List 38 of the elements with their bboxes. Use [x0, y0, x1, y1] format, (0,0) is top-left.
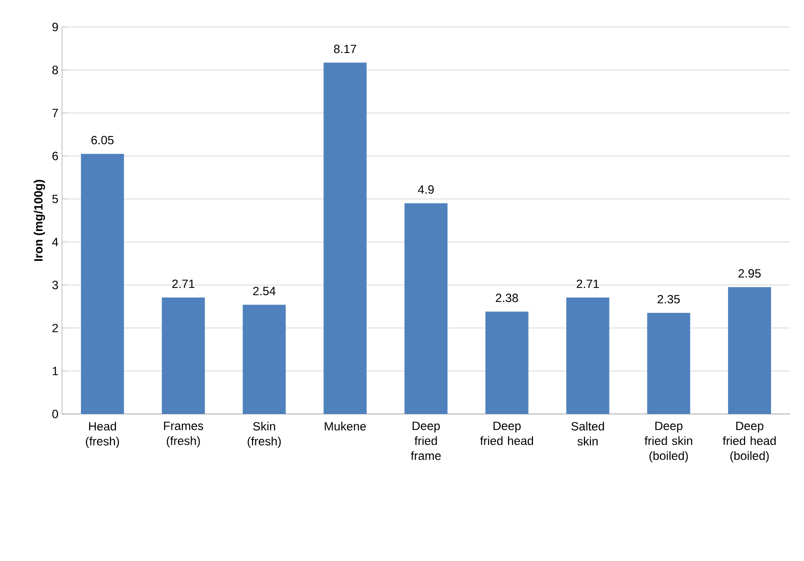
y-tick-label: 5 [52, 194, 58, 204]
x-tick-label: Frames (fresh) [164, 422, 204, 448]
y-tick-label: 4 [52, 238, 58, 246]
bar [162, 297, 205, 414]
bar [404, 203, 448, 414]
data-label: 2.35 [658, 294, 680, 304]
x-tick-label: Mukene [324, 422, 366, 431]
data-label: 6.05 [91, 136, 114, 144]
data-label: 2.71 [576, 280, 599, 288]
bar [485, 312, 528, 414]
bar [324, 62, 367, 414]
x-tick-label: Head (fresh) [86, 422, 119, 448]
data-label: 2.38 [496, 294, 518, 302]
data-label: 4.9 [418, 185, 434, 194]
bar [728, 287, 772, 414]
y-tick-label: 2 [52, 324, 58, 332]
x-tick-label: Deep fried head [480, 422, 534, 446]
data-label: 2.54 [253, 286, 276, 296]
y-tick-label: 0 [52, 410, 58, 418]
bar [80, 154, 124, 414]
y-tick-label: 3 [52, 280, 58, 290]
data-label: 2.95 [738, 269, 761, 278]
data-label: 8.17 [334, 44, 356, 54]
y-tick-label: 9 [52, 22, 58, 32]
y-tick-label: 6 [52, 152, 58, 160]
x-tick-label: Skin (fresh) [248, 422, 281, 448]
y-tick-label: 8 [52, 66, 58, 74]
bar [566, 297, 610, 414]
data-label: 2.71 [172, 280, 194, 288]
x-tick-label: Deep fried skin (boiled) [644, 422, 692, 462]
bar [242, 304, 286, 414]
y-axis-title: Iron (mg/100g) [34, 180, 45, 261]
x-tick-label: Salted skin [571, 422, 604, 446]
x-tick-label: Deep fried frame [410, 422, 441, 460]
bar [647, 312, 690, 414]
x-tick-label: Deep fried head (boiled) [722, 422, 776, 462]
y-tick-label: 1 [52, 366, 58, 376]
y-tick-label: 7 [52, 108, 58, 118]
